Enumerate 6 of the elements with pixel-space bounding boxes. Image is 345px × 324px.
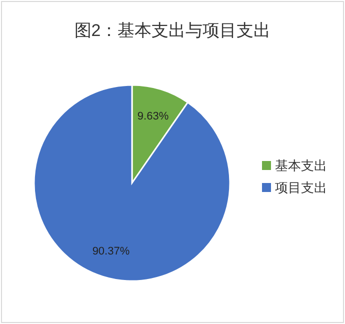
pie-slice (33, 84, 231, 282)
chart-title: 图2：基本支出与项目支出 (74, 21, 271, 40)
data-label: 9.63% (137, 110, 169, 123)
legend-label: 基本支出 (275, 158, 327, 173)
legend-label: 项目支出 (275, 180, 327, 195)
data-label: 90.37% (92, 245, 130, 258)
